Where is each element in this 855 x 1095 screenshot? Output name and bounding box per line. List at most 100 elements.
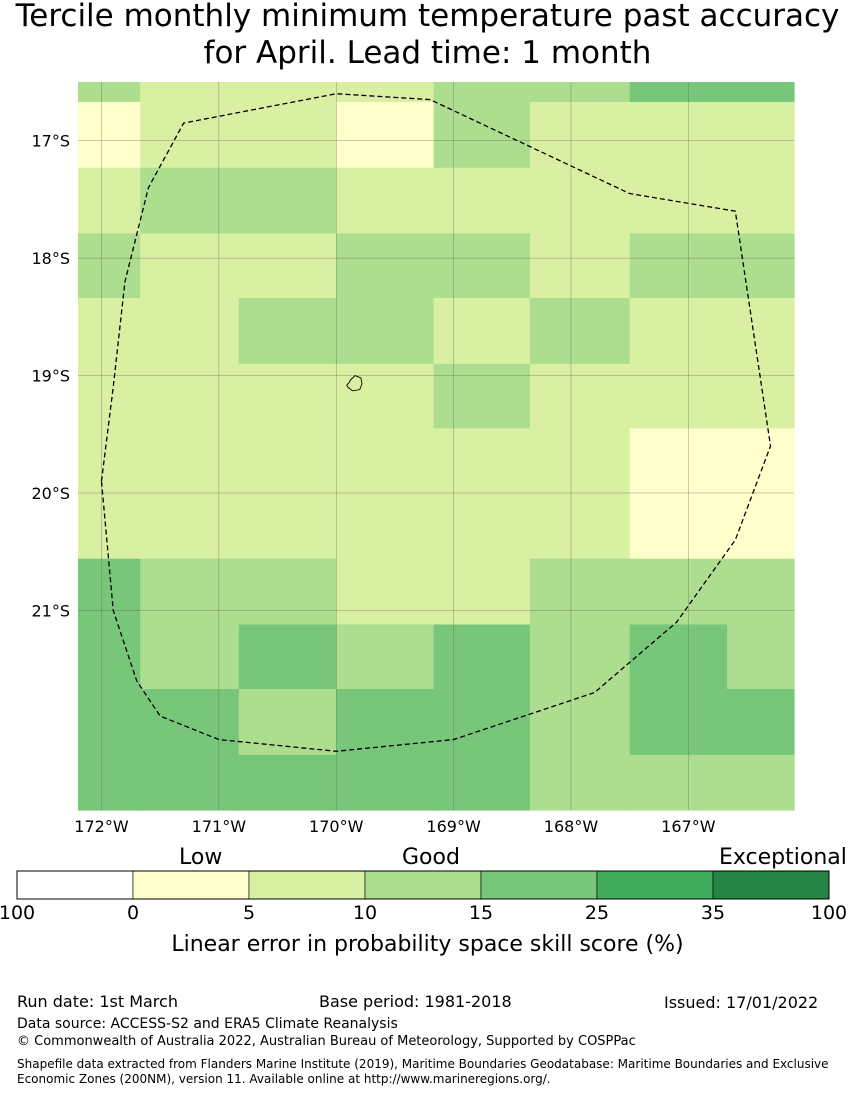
grid-cell xyxy=(629,558,728,626)
grid-cell xyxy=(629,233,728,299)
grid-cell xyxy=(336,298,435,365)
grid-cell xyxy=(78,558,141,626)
colorbar-tick: 0 xyxy=(126,902,140,924)
grid-cell xyxy=(727,298,795,365)
latitude-label: 21°S xyxy=(31,601,70,620)
grid-cell xyxy=(78,624,141,690)
skill-map: 17°S 18°S 19°S 20°S 21°S 172°W 171°W 170°W 169°W… xyxy=(16,82,830,900)
colorbar-swatch xyxy=(596,870,714,900)
grid-cell xyxy=(238,689,337,756)
grid-cell xyxy=(238,167,337,235)
grid-cell xyxy=(78,101,141,169)
grid-cell xyxy=(336,428,435,560)
shapefile-note: Shapefile data extracted from Flanders M… xyxy=(17,1057,829,1086)
latitude-label: 18°S xyxy=(31,249,70,268)
grid-cell xyxy=(336,689,435,756)
colorbar-swatch xyxy=(132,870,250,900)
grid-cell xyxy=(433,167,531,235)
grid-cell xyxy=(238,558,337,626)
run-date: Run date: 1st March xyxy=(17,992,178,1011)
base-period: Base period: 1981-2018 xyxy=(319,992,512,1011)
grid-cell xyxy=(336,167,435,235)
colorbar-tick: 35 xyxy=(700,902,726,924)
colorbar-swatch xyxy=(712,870,830,900)
grid-cell xyxy=(629,363,728,429)
grid-cell xyxy=(238,363,337,429)
latitude-label: 17°S xyxy=(31,132,70,151)
grid-cell xyxy=(727,624,795,690)
grid-cell xyxy=(433,101,531,169)
grid-cell xyxy=(529,689,631,756)
grid-cell xyxy=(140,233,240,299)
grid-cell xyxy=(727,167,795,235)
longitude-label: 167°W xyxy=(661,817,716,836)
grid-cell xyxy=(727,363,795,429)
grid-cell xyxy=(238,298,337,365)
grid-cell xyxy=(336,82,435,103)
grid-cell xyxy=(529,428,631,560)
grid-cell xyxy=(727,558,795,626)
grid-cell xyxy=(629,689,728,756)
grid-cell xyxy=(140,558,240,626)
grid-cell xyxy=(140,298,240,365)
grid-cell xyxy=(529,754,631,811)
colorbar-title: Linear error in probability space skill … xyxy=(171,932,684,957)
grid-cell xyxy=(433,428,531,560)
grid-cell xyxy=(78,167,141,235)
grid-cell xyxy=(629,82,728,103)
colorbar-tick: 10 xyxy=(352,902,378,924)
colorbar-swatch xyxy=(248,870,366,900)
grid-cell xyxy=(78,363,141,429)
grid-cell xyxy=(78,754,141,811)
grid-cell xyxy=(336,754,435,811)
longitude-label: 168°W xyxy=(544,817,599,836)
grid-cell xyxy=(433,754,531,811)
colorbar-tick: 15 xyxy=(468,902,494,924)
grid-cell xyxy=(140,428,240,560)
grid-cell xyxy=(529,624,631,690)
grid-cell xyxy=(433,363,531,429)
grid-cell xyxy=(629,101,728,169)
grid-cell xyxy=(529,82,631,103)
colorbar-label-exceptional: Exceptional xyxy=(719,845,847,870)
grid-cell xyxy=(529,298,631,365)
grid-cell xyxy=(433,558,531,626)
longitude-label: 171°W xyxy=(192,817,247,836)
grid-cell xyxy=(629,754,728,811)
grid-cell xyxy=(78,298,141,365)
grid-cell xyxy=(238,101,337,169)
grid-cell xyxy=(433,689,531,756)
grid-cell xyxy=(529,167,631,235)
grid-cell xyxy=(140,82,240,103)
colorbar-border xyxy=(16,870,830,900)
colorbar-label-low: Low xyxy=(179,845,223,870)
island-outline xyxy=(346,375,363,392)
colorbar-tick: 5 xyxy=(242,902,256,924)
grid-cell xyxy=(140,624,240,690)
colorbar-tick: 25 xyxy=(584,902,610,924)
grid-cell xyxy=(336,624,435,690)
grid-cell xyxy=(140,101,240,169)
longitude-label: 169°W xyxy=(426,817,481,836)
grid-cell xyxy=(629,298,728,365)
grid-cell xyxy=(140,363,240,429)
grid-cell xyxy=(140,689,240,756)
grid-cell xyxy=(727,82,795,103)
data-source: Data source: ACCESS-S2 and ERA5 Climate … xyxy=(17,1016,398,1032)
issued-date: Issued: 17/01/2022 xyxy=(664,993,819,1012)
grid-cell xyxy=(78,428,141,560)
colorbar-swatch xyxy=(16,870,134,900)
grid-cell xyxy=(238,233,337,299)
longitude-label: 172°W xyxy=(74,817,129,836)
grid-cell xyxy=(629,428,728,560)
grid-cell xyxy=(629,624,728,690)
grid-cell xyxy=(140,167,240,235)
grid-cell xyxy=(529,233,631,299)
colorbar-tick: 100 xyxy=(0,902,36,924)
grid-cell xyxy=(529,101,631,169)
grid-cell xyxy=(238,754,337,811)
grid-cell xyxy=(727,101,795,169)
grid-cell xyxy=(433,624,531,690)
colorbar-swatch xyxy=(480,870,598,900)
grid-cell xyxy=(433,233,531,299)
